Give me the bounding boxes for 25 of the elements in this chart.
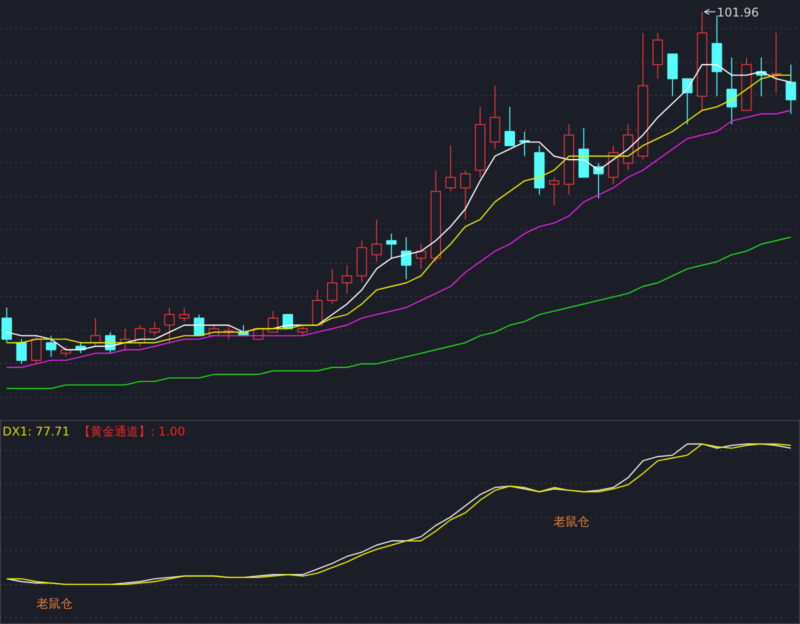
candlestick [726,57,737,125]
candlestick [400,236,412,280]
text: 老鼠仓 [36,596,72,610]
candlestick [371,219,382,262]
candlestick [786,64,796,114]
candlestick [460,170,471,220]
candlestick [682,78,693,125]
candlestick [164,307,175,344]
candlestick [149,321,160,336]
annotation: 老鼠仓 [554,514,590,528]
candlestick [1,307,12,344]
annotation: 101.96 [716,5,759,20]
candlestick [504,106,515,146]
text: 【黄金通道】: 1.00 [78,424,186,438]
candlestick [445,145,456,192]
candlestick [31,335,42,364]
candlestick [386,233,397,259]
candlestick [16,338,27,364]
candlestick [46,335,56,358]
candlestick [297,324,308,336]
candlestick [179,307,190,322]
candlestick [342,264,352,294]
candlestick [326,268,338,304]
text: DX1: 77.71 [2,424,70,438]
candlestick [548,176,560,206]
